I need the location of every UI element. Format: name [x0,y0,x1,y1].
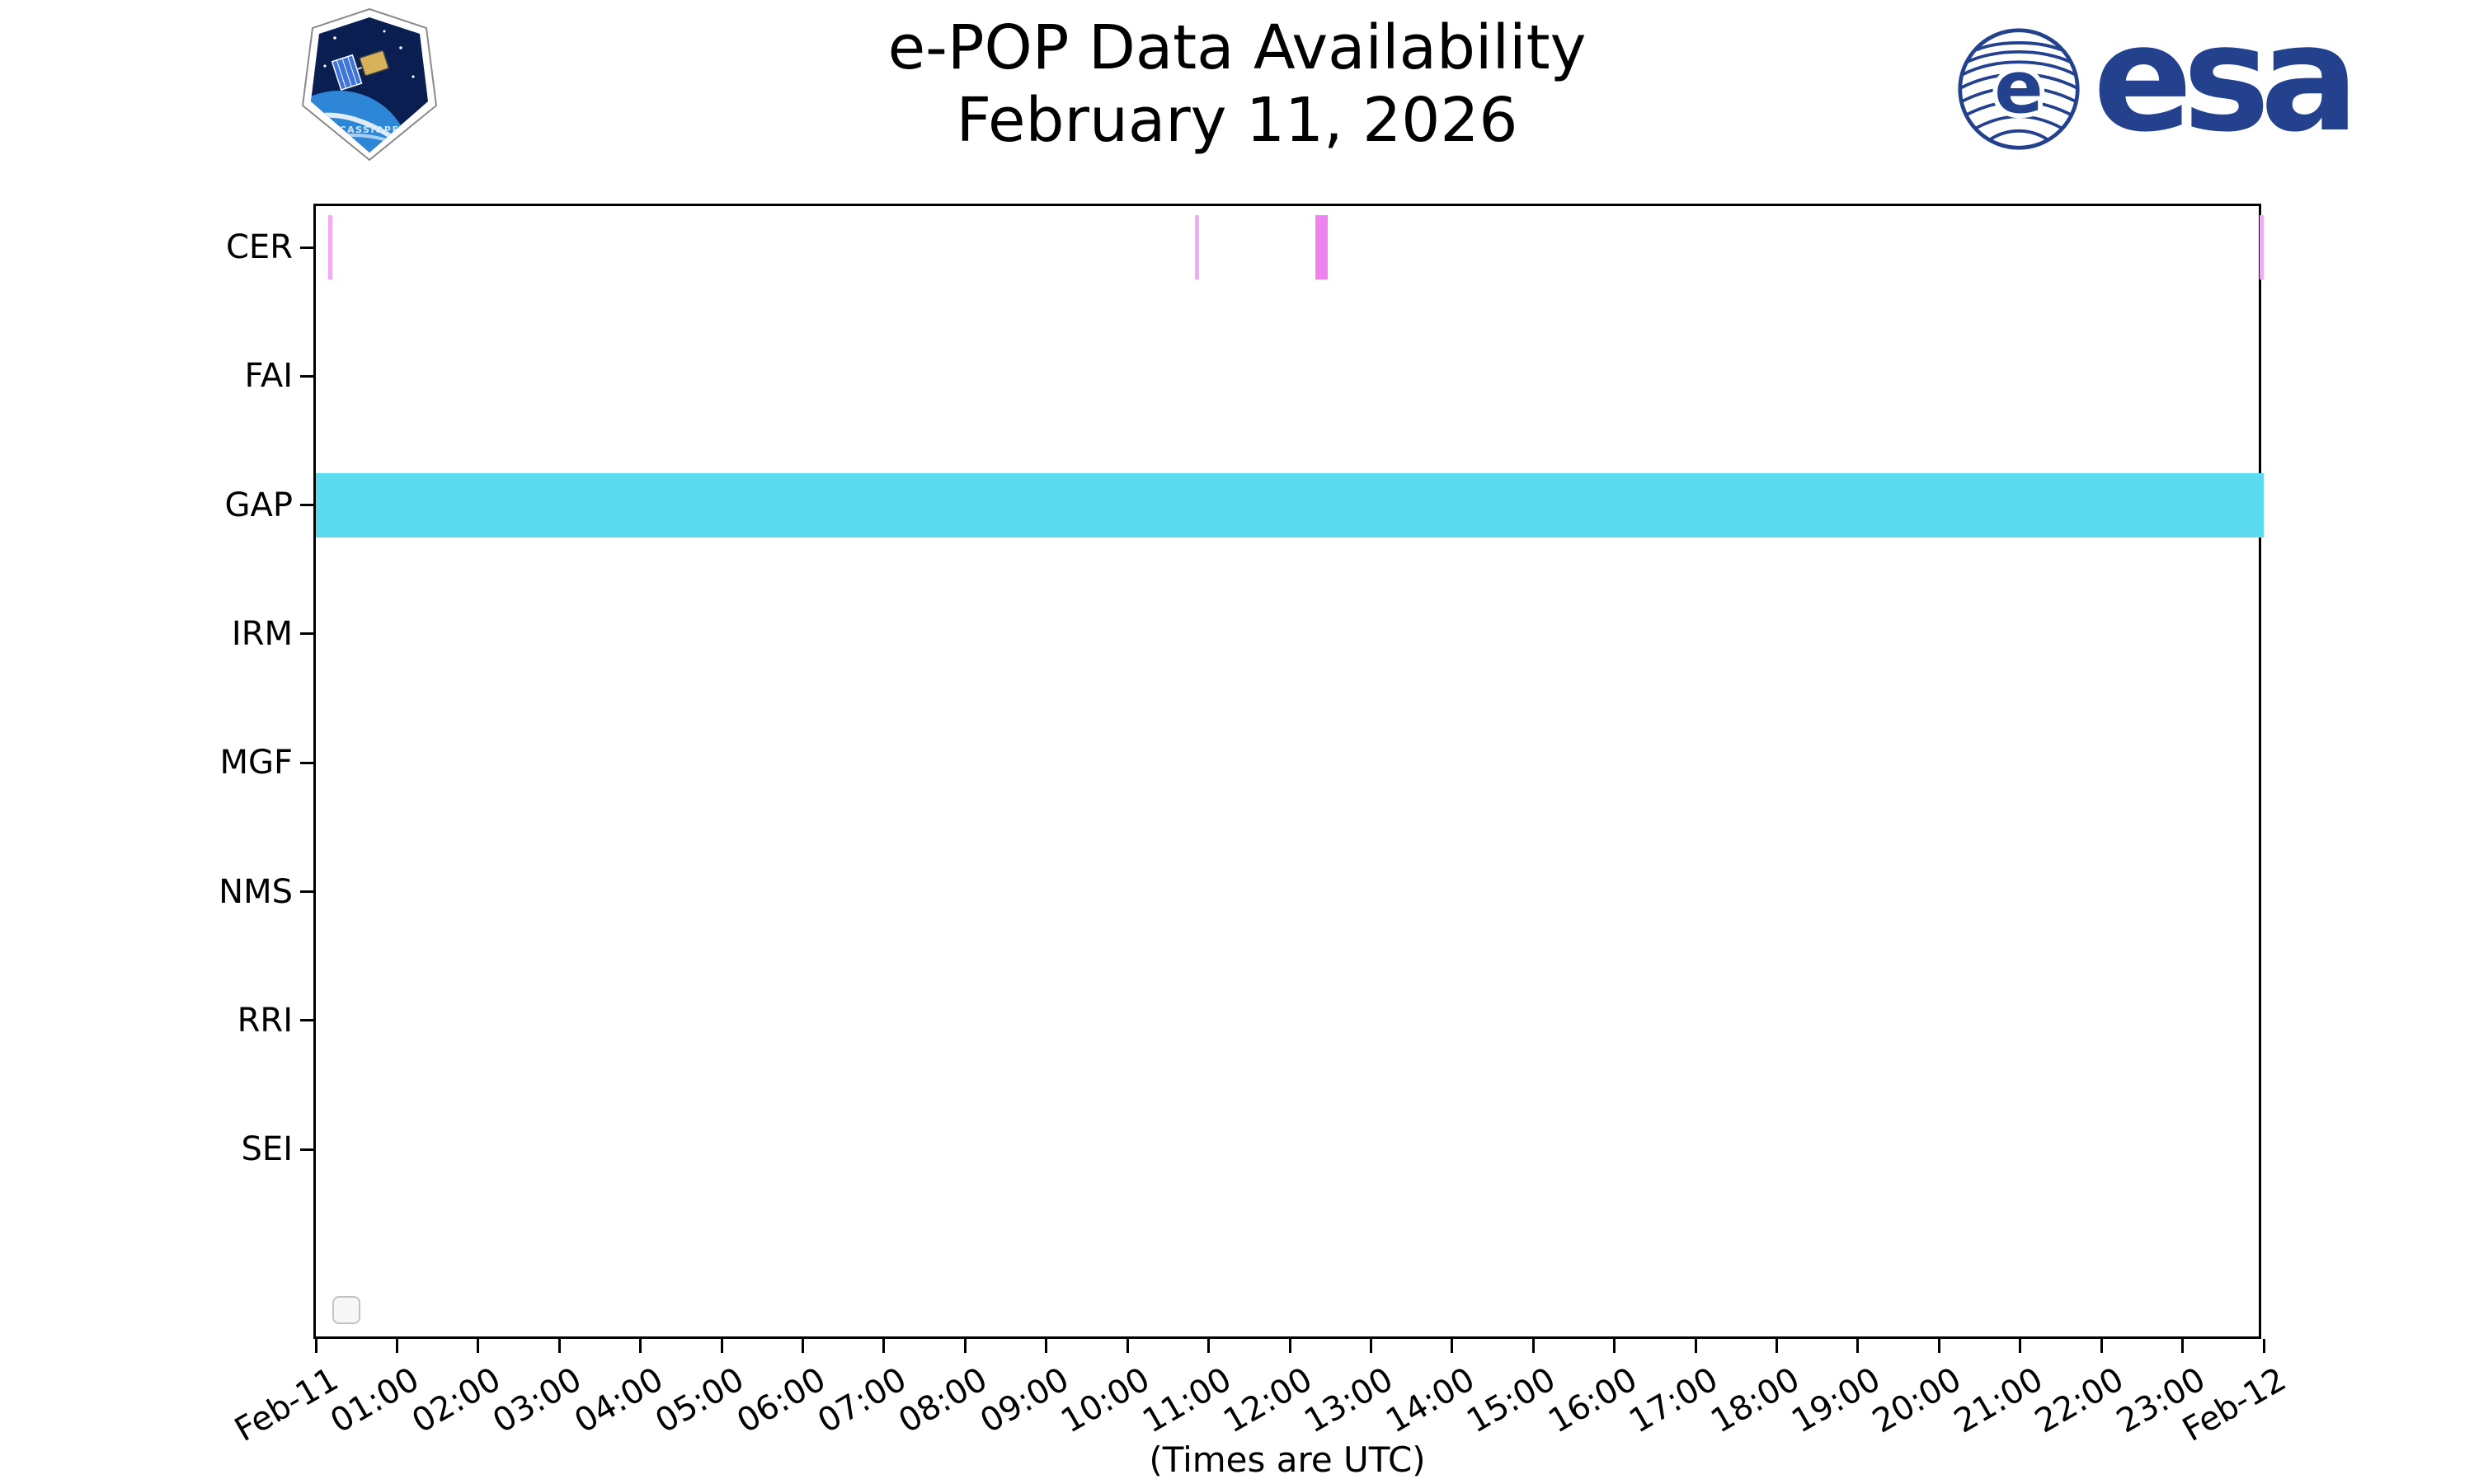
y-axis-tick [300,246,313,249]
x-axis-tick [2181,1339,2185,1353]
y-axis-label-sei: SEI [241,1130,293,1169]
y-axis-label-gap: GAP [224,486,293,524]
x-axis-tick-label-text: 02:00 [405,1360,507,1441]
x-axis-tick [639,1339,642,1353]
esa-globe-e: e [1994,46,2043,130]
plot-area: CER FAI GAP IRM MGF NMS RRI SEI Feb-11 01:00 02:00… [219,204,2293,1449]
y-axis-tick [300,632,313,636]
x-axis-tick-label-text: 14:00 [1379,1360,1481,1441]
x-axis-tick [1369,1339,1372,1353]
x-axis-tick-label-text: 09:00 [973,1360,1075,1441]
data-bar-gap [316,472,2264,538]
x-axis-tick [1856,1339,1860,1353]
x-axis-tick-label-text: 15:00 [1460,1360,1563,1441]
x-axis-tick-label-text: 20:00 [1866,1360,1968,1441]
chart-title: e-POP Data Availability [887,12,1587,83]
x-axis-tick [720,1339,723,1353]
x-axis-tick [882,1339,886,1353]
x-axis-tick [1776,1339,1778,1353]
x-axis-tick [1126,1339,1129,1353]
data-bar-cer [2260,215,2264,279]
x-axis-tick [2019,1339,2022,1353]
x-axis-tick-label-text: 03:00 [487,1360,589,1441]
x-axis-tick [1531,1339,1535,1353]
esa-globe-icon: e [1958,28,2080,150]
legend-box [332,1296,360,1324]
esa-logo: e esa [1956,0,2359,164]
x-axis-tick-label-text: 18:00 [1704,1360,1806,1441]
x-axis-tick-label-text: 06:00 [730,1360,832,1441]
x-axis-tick [1288,1339,1291,1353]
y-axis-tick [300,374,313,378]
esa-wordmark: esa [2093,0,2359,164]
x-axis-tick [314,1339,317,1353]
x-axis-tick [557,1339,561,1353]
y-axis-tick [300,761,313,764]
x-axis-tick-label-text: 05:00 [649,1360,751,1441]
title-block: e-POP Data Availability February 11, 202… [0,12,2474,157]
y-axis-tick [300,1019,313,1022]
x-axis-tick [1694,1339,1697,1353]
x-axis-tick [1937,1339,1940,1353]
x-axis-tick-label-text: 13:00 [1298,1360,1400,1441]
y-axis-label-irm: IRM [231,614,293,653]
x-axis-tick-label-text: 12:00 [1217,1360,1319,1441]
x-axis-tick-label-text: 04:00 [567,1360,670,1441]
x-axis-tick [1045,1339,1048,1353]
y-axis-label-cer: CER [226,228,293,266]
cassiope-mission-patch: CASSIOPE [294,7,445,163]
x-axis-caption: (Times are UTC) [1149,1439,1426,1480]
x-axis-tick [2262,1339,2265,1353]
x-axis-tick [802,1339,804,1353]
x-axis-tick-label-text: 11:00 [1136,1360,1238,1441]
x-axis-tick-label-text: 19:00 [1785,1360,1887,1441]
x-axis-tick [2100,1339,2103,1353]
chart-subtitle: February 11, 2026 [956,85,1518,156]
x-axis-tick [1451,1339,1454,1353]
x-axis-tick-label-text: 21:00 [1947,1360,2049,1441]
y-axis-label-nms: NMS [219,872,293,911]
x-axis-tick [963,1339,967,1353]
x-axis-tick [1207,1339,1211,1353]
y-axis-label-rri: RRI [237,1001,293,1040]
y-axis-label-mgf: MGF [219,744,293,782]
x-axis-tick-label-text: 07:00 [811,1360,913,1441]
x-axis-tick [1613,1339,1616,1353]
data-bar-cer [1194,215,1199,279]
y-axis-tick [300,504,313,507]
x-axis-tick-label-text: 01:00 [324,1360,426,1441]
x-axis-tick-label-text: 22:00 [2029,1360,2131,1441]
x-axis-tick-label-text: 10:00 [1055,1360,1157,1441]
cassiope-patch-icon: CASSIOPE [301,7,438,162]
data-bar-cer [327,215,332,279]
y-axis-label-fai: FAI [244,357,294,396]
x-axis-tick-label-text: 17:00 [1623,1360,1725,1441]
y-axis-tick [300,1148,313,1151]
x-axis-tick [395,1339,398,1353]
data-bar-cer [1315,215,1329,279]
y-axis-tick [300,890,313,893]
x-axis-tick-label-text: 08:00 [892,1360,995,1441]
cassiope-patch-label: CASSIOPE [340,124,400,135]
x-axis-tick-label-text: 16:00 [1541,1360,1644,1441]
x-axis-tick [477,1339,480,1353]
